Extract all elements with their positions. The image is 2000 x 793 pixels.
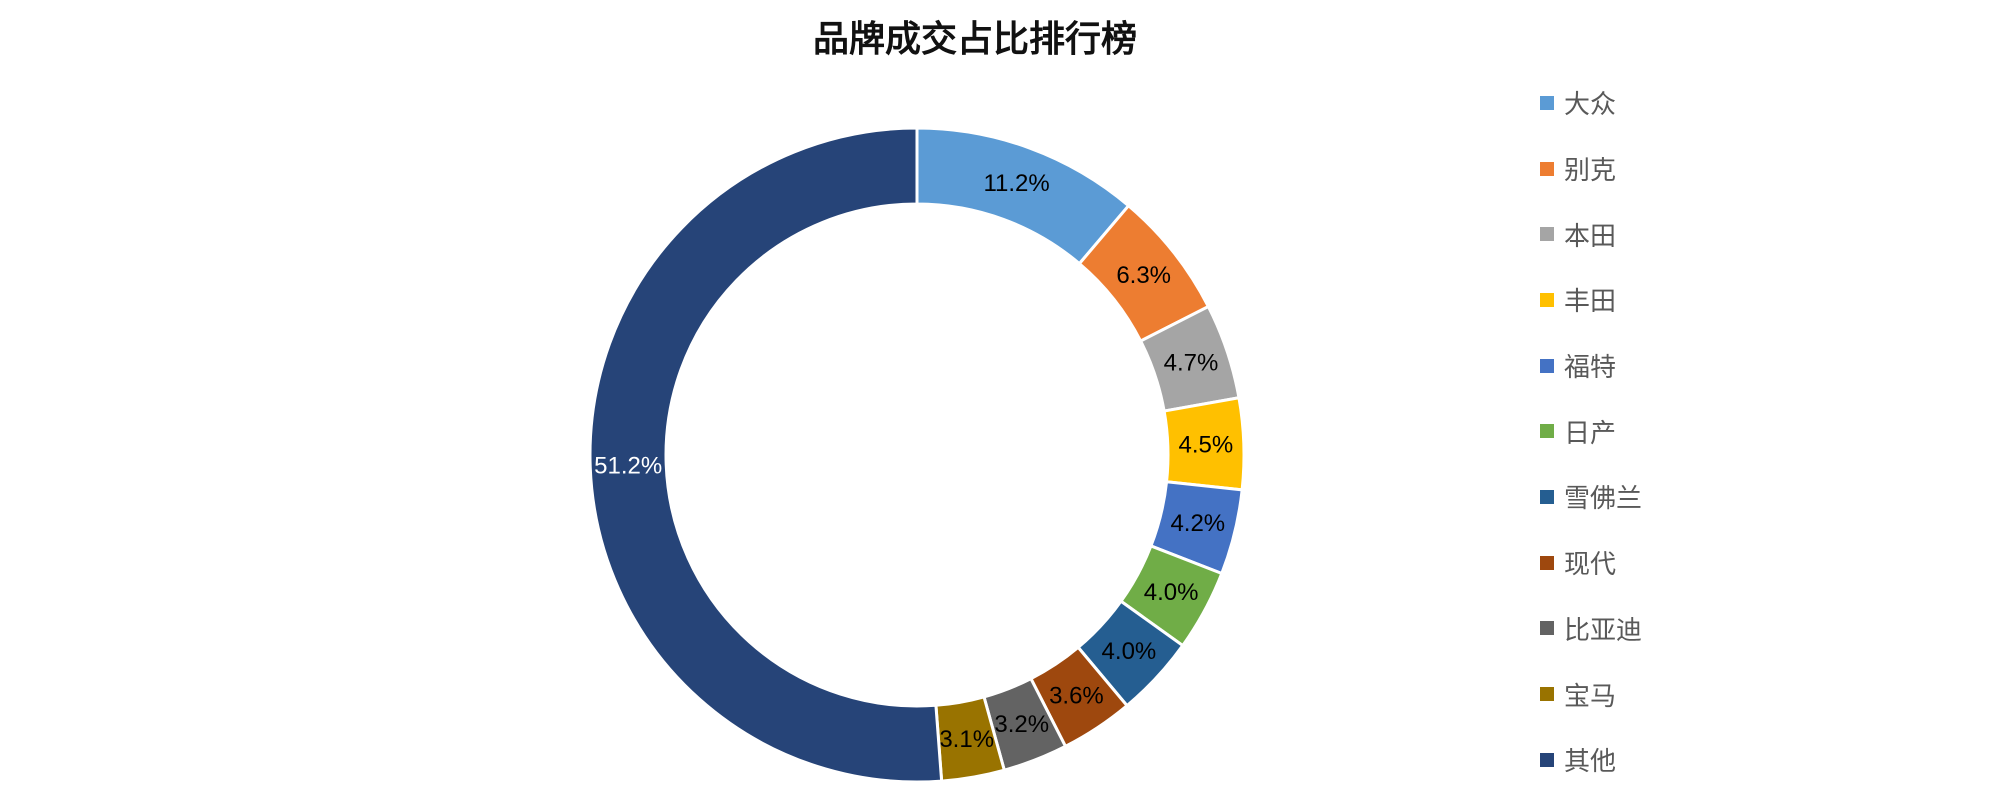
legend-swatch	[1540, 161, 1554, 176]
legend-label: 大众	[1564, 90, 1617, 121]
legend: 大众别克本田丰田福特日产雪佛兰现代比亚迪宝马其他	[1540, 70, 1642, 793]
legend-label: 福特	[1564, 353, 1617, 384]
legend-label: 雪佛兰	[1564, 484, 1643, 515]
data-label: 51.2%	[594, 452, 662, 479]
legend-swatch	[1540, 358, 1554, 373]
data-label: 6.3%	[1116, 262, 1171, 289]
data-label: 3.1%	[939, 726, 994, 753]
data-label: 4.0%	[1144, 579, 1199, 606]
legend-label: 宝马	[1564, 681, 1617, 712]
legend-swatch	[1540, 424, 1554, 439]
data-label: 4.7%	[1164, 350, 1219, 377]
data-label: 4.2%	[1170, 510, 1225, 537]
legend-label: 别克	[1564, 156, 1617, 187]
data-label: 3.6%	[1049, 683, 1104, 710]
legend-item: 别克	[1540, 136, 1642, 202]
legend-item: 雪佛兰	[1540, 464, 1642, 530]
legend-swatch	[1540, 555, 1554, 570]
donut-slice	[588, 126, 944, 784]
data-label: 11.2%	[983, 170, 1049, 197]
legend-item: 福特	[1540, 333, 1642, 399]
legend-item: 现代	[1540, 530, 1642, 596]
chart-title: 品牌成交占比排行榜	[812, 19, 1137, 60]
legend-item: 本田	[1540, 201, 1642, 267]
legend-label: 比亚迪	[1564, 615, 1643, 646]
legend-label: 日产	[1564, 418, 1617, 449]
legend-swatch	[1540, 621, 1554, 636]
legend-swatch	[1540, 752, 1554, 767]
legend-label: 其他	[1564, 747, 1617, 778]
legend-label: 本田	[1564, 221, 1617, 252]
legend-swatch	[1540, 489, 1554, 504]
data-label: 3.2%	[994, 711, 1049, 738]
legend-label: 现代	[1564, 550, 1617, 581]
legend-item: 其他	[1540, 727, 1642, 793]
legend-label: 丰田	[1564, 287, 1617, 318]
legend-swatch	[1540, 292, 1554, 307]
legend-item: 宝马	[1540, 661, 1642, 727]
data-label: 4.0%	[1102, 638, 1157, 665]
legend-item: 比亚迪	[1540, 596, 1642, 662]
data-label: 4.5%	[1178, 432, 1233, 459]
legend-item: 日产	[1540, 398, 1642, 464]
legend-swatch	[1540, 687, 1554, 702]
legend-item: 丰田	[1540, 267, 1642, 333]
legend-item: 大众	[1540, 70, 1642, 136]
legend-swatch	[1540, 95, 1554, 110]
legend-swatch	[1540, 227, 1554, 242]
